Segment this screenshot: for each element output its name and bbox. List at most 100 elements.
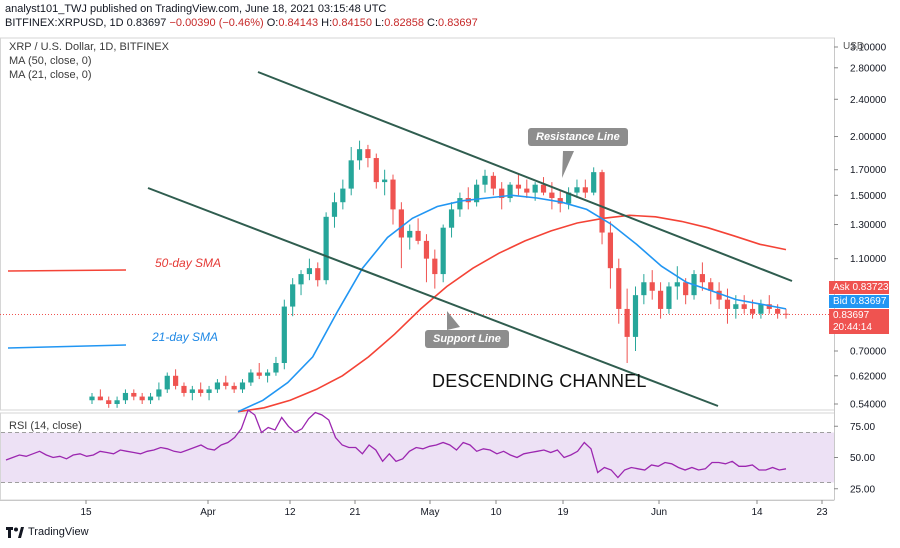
rsi-tick-label: 75.00 — [850, 422, 875, 433]
main-pane-border — [0, 37, 835, 411]
sma21-guide-line — [7, 344, 127, 349]
candle-body — [256, 372, 262, 376]
publish-info: analyst101_TWJ published on TradingView.… — [5, 3, 387, 15]
legend-ma50[interactable]: MA (50, close, 0) — [9, 55, 92, 67]
candle-body — [323, 216, 329, 281]
time-tick-label: 12 — [284, 507, 296, 518]
support-trendline — [147, 187, 719, 407]
time-tick-label: 21 — [349, 507, 361, 518]
time-tick-label: 19 — [557, 507, 569, 518]
bid-tag: Bid 0.83697 — [829, 295, 889, 308]
candle-body — [290, 284, 296, 307]
price-change: −0.00390 (−0.46%) — [169, 17, 264, 29]
sma50-label: 50-day SMA — [155, 256, 222, 270]
rsi-tick-label: 50.00 — [850, 453, 875, 464]
open-value: 0.84143 — [278, 17, 319, 29]
rsi-tick-label: 25.00 — [850, 484, 875, 495]
candle-body — [499, 188, 505, 199]
candle-body — [457, 198, 463, 210]
candle-body — [147, 396, 154, 401]
candle-body — [356, 149, 363, 161]
candle-body — [382, 179, 388, 183]
candle-body — [281, 306, 287, 364]
candle-body — [549, 192, 555, 199]
ask-value: 0.83723 — [852, 282, 889, 293]
sma21-label: 21-day SMA — [152, 330, 219, 344]
time-tick-label: 15 — [80, 507, 92, 518]
candle-body — [775, 308, 781, 314]
time-tick-label: 14 — [751, 507, 763, 518]
candle-body — [474, 184, 480, 203]
resistance-line-label: Resistance Line — [528, 128, 628, 146]
candle-body — [716, 290, 722, 300]
descending-channel-label: DESCENDING CHANNEL — [432, 371, 647, 391]
candle-body — [440, 227, 446, 275]
candle-body — [683, 282, 689, 296]
candle-body — [298, 274, 304, 285]
legend-ma21[interactable]: MA (21, close, 0) — [9, 69, 92, 81]
price-tick-label: 2.80000 — [850, 63, 887, 74]
time-tick-label: Apr — [200, 507, 216, 518]
candle-body — [657, 290, 664, 309]
ask-label: Ask — [833, 282, 850, 293]
candle-body — [365, 149, 371, 159]
ohlc-info: BITFINEX:XRPUSD, 1D 0.83697 −0.00390 (−0… — [5, 17, 478, 29]
high-value: 0.84150 — [332, 17, 372, 29]
candle-body — [557, 198, 563, 204]
candle-body — [264, 372, 271, 376]
candle-body — [599, 172, 605, 233]
candle-body — [733, 304, 739, 309]
candle-body — [507, 184, 513, 199]
time-tick-label: 10 — [490, 507, 502, 518]
candle-body — [708, 282, 714, 291]
time-tick-label: May — [421, 507, 440, 518]
last-price: 0.83697 — [126, 17, 167, 29]
ask-tag: Ask 0.83723 — [829, 281, 889, 294]
candle-body — [741, 304, 747, 309]
currency-label[interactable]: USD — [843, 41, 865, 52]
ma50-line — [237, 214, 787, 413]
tradingview-logo-icon — [6, 526, 24, 538]
candle-body — [223, 382, 229, 386]
rsi-legend[interactable]: RSI (14, close) — [9, 420, 82, 432]
sma50-guide-line — [7, 269, 127, 272]
candle-body — [206, 389, 212, 393]
tradingview-brand-text: TradingView — [28, 526, 89, 538]
price-tick-label: 0.62000 — [850, 371, 887, 382]
bid-label: Bid — [833, 296, 848, 307]
candle-body — [758, 304, 764, 314]
rsi-band — [1, 432, 834, 483]
candle-body — [749, 308, 756, 314]
time-tick-label: 23 — [816, 507, 828, 518]
candle-body — [348, 160, 354, 189]
candle-body — [783, 313, 789, 315]
candle-body — [139, 396, 145, 401]
legend-symbol: XRP / U.S. Dollar, 1D, BITFINEX — [9, 41, 169, 53]
candle-body — [591, 172, 597, 193]
candle-body — [97, 396, 103, 401]
price-tick-label: 1.50000 — [850, 191, 887, 202]
symbol-label: BITFINEX:XRPUSD, 1D — [5, 17, 124, 29]
candle-body — [156, 389, 162, 397]
candle-body — [766, 304, 772, 309]
rsi-line — [5, 408, 787, 479]
candle-body — [582, 187, 588, 193]
price-tick-label: 1.10000 — [850, 254, 887, 265]
candle-body — [114, 400, 120, 404]
support-line-label: Support Line — [425, 330, 509, 348]
candle-body — [398, 209, 404, 238]
candle-body — [415, 230, 421, 241]
candle-body — [231, 385, 237, 390]
price-tick-label: 0.70000 — [850, 346, 887, 357]
candle-body — [674, 282, 680, 287]
low-value: 0.82858 — [384, 17, 424, 29]
candle-body — [131, 392, 137, 397]
candle-body — [373, 158, 379, 183]
candle-body — [239, 382, 246, 390]
footer-brand[interactable]: TradingView — [6, 526, 89, 538]
candle-body — [632, 295, 639, 337]
price-tick-label: 0.54000 — [850, 400, 887, 411]
open-label: O: — [266, 17, 279, 29]
candle-body — [390, 179, 396, 210]
